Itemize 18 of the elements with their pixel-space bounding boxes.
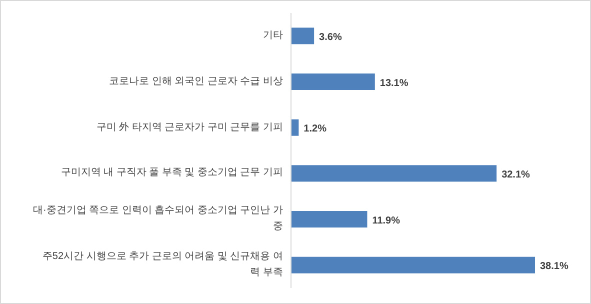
bar [291,165,497,182]
y-tick-label: 대·중견기업 쪽으로 인력이 흡수되어 중소기업 구인난 가중 [33,204,283,234]
bar [291,119,299,136]
y-tick-label: 구미 外 타지역 근로자가 구미 근무를 기피 [95,120,283,135]
data-label: 1.2% [304,124,327,135]
data-label: 32.1% [502,169,530,180]
y-tick-label: 코로나로 인해 외국인 근로자 수급 비상 [108,74,283,89]
bar [291,256,535,274]
bar [291,211,368,228]
data-label: 3.6% [319,32,342,43]
data-label: 11.9% [372,215,400,226]
data-label: 38.1% [540,261,568,272]
bar [291,28,314,44]
data-label: 13.1% [380,78,408,89]
bar [291,74,375,90]
y-tick-label: 기타 [262,28,283,43]
y-tick-label: 구미지역 내 구직자 풀 부족 및 중소기업 근무 기피 [60,166,283,180]
y-tick-label: 주52시간 시행으로 추가 근로의 어려움 및 신규채용 여력 부족 [41,250,283,280]
